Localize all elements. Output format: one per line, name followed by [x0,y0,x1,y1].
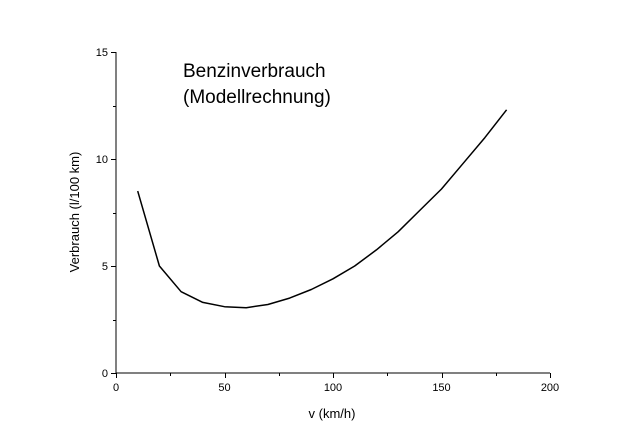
y-tick-label: 5 [102,261,108,273]
plot-area [136,109,508,309]
y-tick-label: 10 [96,154,108,166]
x-axis-title: v (km/h) [309,406,356,421]
y-tick-label: 0 [102,368,108,380]
series-line [136,109,508,309]
y-tick-label: 15 [96,47,108,59]
chart-subtitle: (Modellrechnung) [183,87,331,108]
x-tick-label: 0 [113,382,119,394]
chart-title: Benzinverbrauch [183,61,326,82]
x-tick-label: 100 [324,382,342,394]
x-tick-label: 50 [218,382,230,394]
x-tick-label: 200 [541,382,559,394]
axes [115,52,550,374]
ticks: 0 50 100 150 200 0 5 10 15 [96,47,559,394]
y-axis-title: Verbrauch (l/100 km) [67,152,82,273]
x-tick-label: 150 [432,382,450,394]
